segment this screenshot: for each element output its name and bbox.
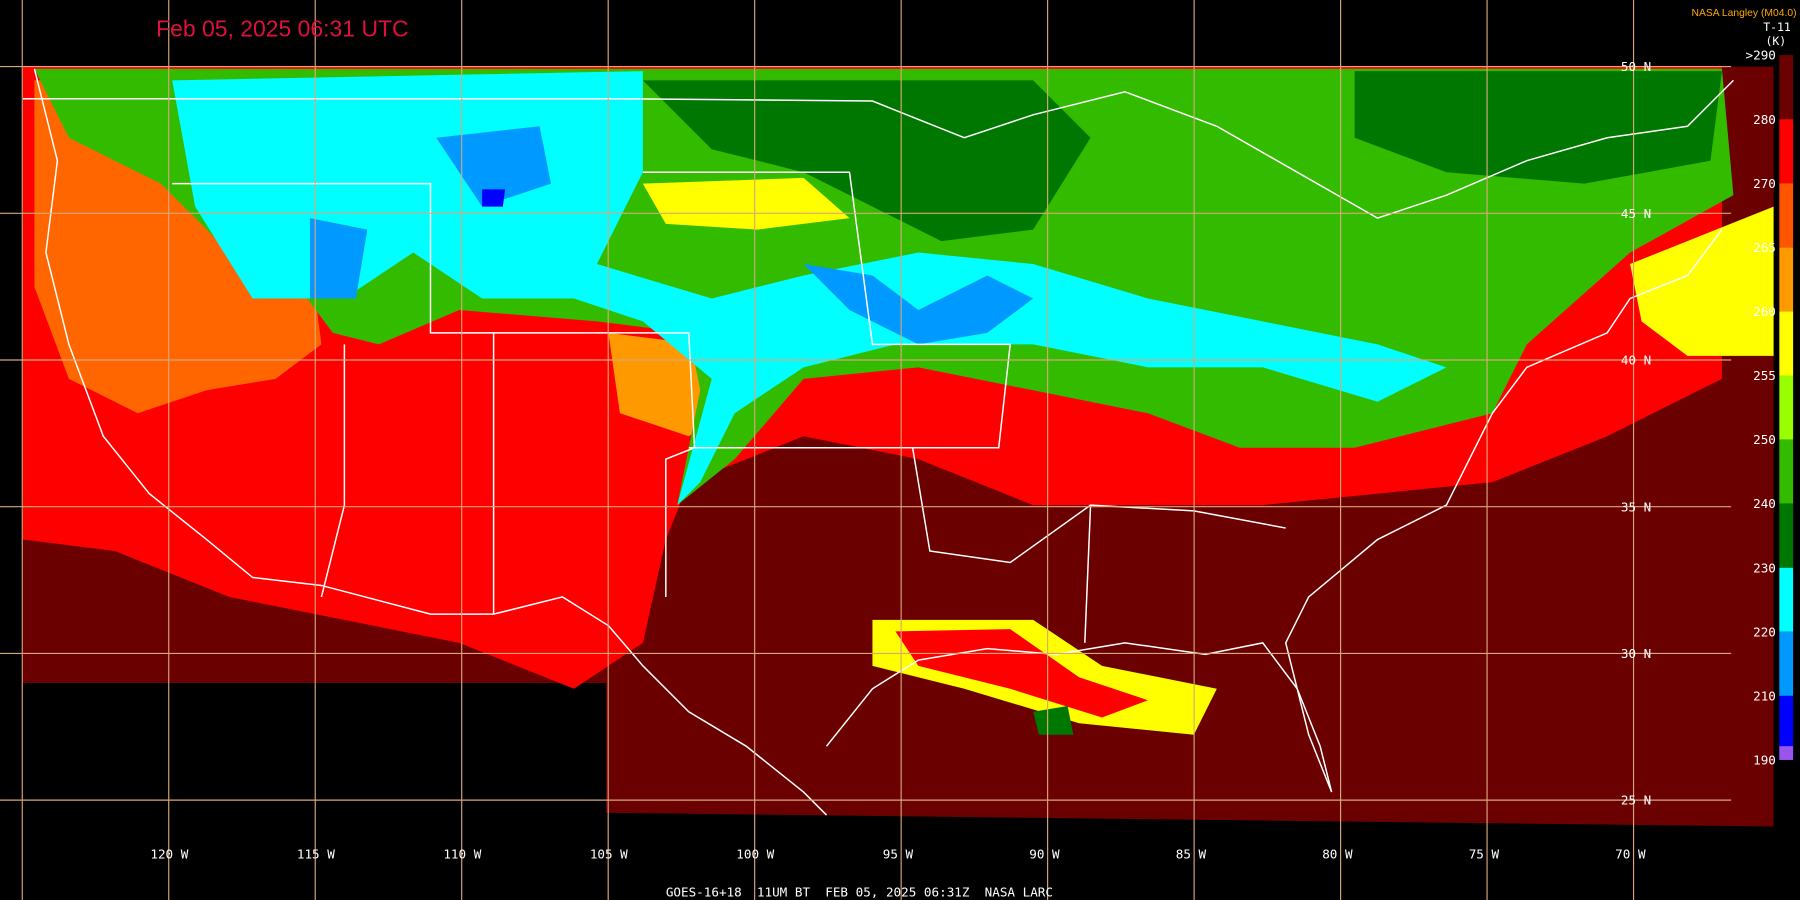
colorbar-label: 270 — [1753, 176, 1776, 191]
gulf-convection-red — [895, 629, 1148, 718]
colorbar-label: 260 — [1753, 304, 1776, 319]
colorbar: >290 280 270 265 260 255 250 240 230 220 210 190 — [1746, 48, 1794, 768]
colorbar-label: 190 — [1753, 753, 1776, 768]
longitude-label: 95 W — [883, 847, 914, 862]
region-deep-blue — [482, 189, 506, 207]
coast-east-gulf — [825, 229, 1723, 793]
longitude-label: 120 W — [150, 847, 188, 862]
colorbar-label: 265 — [1753, 240, 1776, 255]
state-lines-plains — [642, 171, 1012, 449]
gulf-convection-green — [1033, 705, 1074, 735]
region-yellow-2 — [642, 177, 850, 230]
graticule — [0, 0, 1732, 900]
longitude-label: 100 W — [736, 847, 774, 862]
colorbar-label: 280 — [1753, 112, 1776, 127]
colorbar-segment — [1779, 746, 1794, 760]
credit: NASA Langley (M04.0) — [1691, 8, 1796, 19]
longitude-label: 105 W — [590, 847, 628, 862]
latitude-label: 30 N — [1621, 646, 1651, 661]
colorbar-segment — [1779, 311, 1794, 376]
colorbar-label: 255 — [1753, 368, 1776, 383]
graticule-labels: 50 N 45 N 40 N 35 N 30 N 25 N 120 W 115 W 110 W 1… — [150, 59, 1651, 862]
region-yellow — [1630, 206, 1774, 356]
border-north — [22, 79, 1734, 219]
colorbar-label: 240 — [1753, 496, 1776, 511]
colorbar-segment — [1779, 55, 1794, 120]
state-lines-west — [172, 182, 696, 597]
colorbar-label: 210 — [1753, 688, 1776, 703]
latitude-label: 35 N — [1621, 499, 1651, 514]
colorbar-label: 250 — [1753, 432, 1776, 447]
longitude-label: 80 W — [1322, 847, 1353, 862]
latitude-label: 45 N — [1621, 206, 1651, 221]
latitude-label: 40 N — [1621, 353, 1651, 368]
colorbar-label: 230 — [1753, 560, 1776, 575]
longitude-label: 75 W — [1469, 847, 1500, 862]
colorbar-segment — [1779, 247, 1794, 312]
longitude-label: 85 W — [1176, 847, 1207, 862]
colorbar-segment — [1779, 695, 1794, 760]
timestamp-title: Feb 05, 2025 06:31 UTC — [156, 16, 408, 42]
colorbar-segment — [1779, 375, 1794, 440]
colorbar-segment — [1779, 119, 1794, 184]
longitude-label: 115 W — [297, 847, 335, 862]
colorbar-label: 220 — [1753, 624, 1776, 639]
boundaries — [22, 68, 1734, 816]
coast-west-mexico — [33, 68, 828, 816]
region-blue-3 — [436, 126, 552, 207]
region-blue — [309, 218, 368, 299]
state-line-az — [320, 344, 346, 598]
region-dark-green-2 — [1354, 71, 1722, 184]
colorbar-label: >290 — [1746, 48, 1776, 63]
state-line-al — [1084, 505, 1092, 643]
longitude-label: 110 W — [443, 847, 481, 862]
longitude-label: 90 W — [1029, 847, 1060, 862]
colorbar-segment — [1779, 567, 1794, 632]
footer: GOES-16+18 11UM BT FEB 05, 2025 06:31Z N… — [666, 885, 1053, 900]
latitude-label: 25 N — [1621, 793, 1651, 808]
unit: (K) — [1766, 34, 1787, 48]
latitude-label: 50 N — [1621, 59, 1651, 74]
region-blue-2 — [803, 264, 1034, 345]
colorbar-segment — [1779, 183, 1794, 248]
state-lines-south — [911, 447, 1286, 564]
colorbar-segment — [1779, 439, 1794, 504]
colorbar-segment — [1779, 503, 1794, 568]
longitude-label: 70 W — [1615, 847, 1646, 862]
colorbar-segment — [1779, 631, 1794, 696]
product: T-11 — [1763, 20, 1791, 34]
